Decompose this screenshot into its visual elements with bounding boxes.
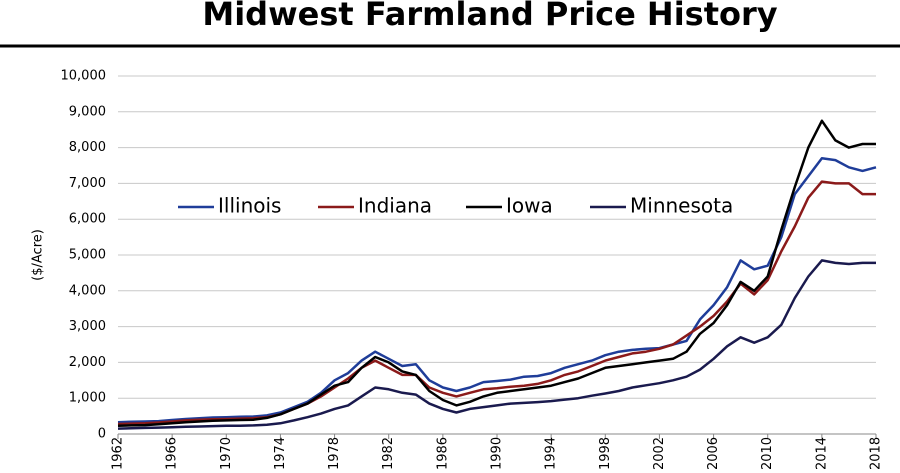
- x-tick-label: 1982: [381, 437, 396, 470]
- y-tick-label: 5,000: [69, 248, 106, 263]
- x-tick-label: 1986: [435, 437, 450, 470]
- y-axis-label: ($/Acre): [31, 229, 46, 281]
- x-tick-label: 1990: [490, 437, 505, 470]
- x-tick-label: 1998: [598, 437, 613, 470]
- y-tick-label: 6,000: [69, 212, 106, 227]
- legend-label: Minnesota: [630, 194, 733, 218]
- chart-title: Midwest Farmland Price History: [202, 0, 777, 33]
- x-tick-label: 1978: [327, 437, 342, 470]
- x-tick-label: 1974: [273, 437, 288, 470]
- y-tick-label: 7,000: [69, 176, 106, 191]
- x-tick-label: 1962: [111, 437, 126, 470]
- x-tick-label: 1966: [165, 437, 180, 470]
- y-tick-label: 10,000: [61, 69, 107, 84]
- series-line: [117, 119, 876, 428]
- y-tick-label: 9,000: [69, 104, 106, 119]
- y-tick-label: 0: [98, 427, 106, 442]
- legend-label: Iowa: [506, 194, 553, 218]
- x-tick-label: 2018: [869, 437, 884, 470]
- legend-label: Indiana: [358, 194, 432, 218]
- series-line: [117, 157, 877, 424]
- y-tick-label: 3,000: [69, 319, 106, 334]
- series-line: [117, 180, 876, 426]
- x-tick-label: 2006: [706, 437, 721, 470]
- x-tick-label: 1994: [544, 437, 559, 470]
- y-tick-label: 8,000: [69, 140, 106, 155]
- x-tick-label: 2014: [814, 437, 829, 470]
- y-tick-label: 2,000: [69, 355, 106, 370]
- x-tick-label: 1970: [219, 437, 234, 470]
- y-tick-label: 4,000: [69, 283, 106, 298]
- x-tick-label: 2010: [760, 437, 775, 470]
- series-line: [117, 259, 876, 430]
- legend-label: Illinois: [218, 194, 281, 218]
- x-tick-label: 2002: [652, 437, 667, 470]
- y-tick-label: 1,000: [69, 391, 106, 406]
